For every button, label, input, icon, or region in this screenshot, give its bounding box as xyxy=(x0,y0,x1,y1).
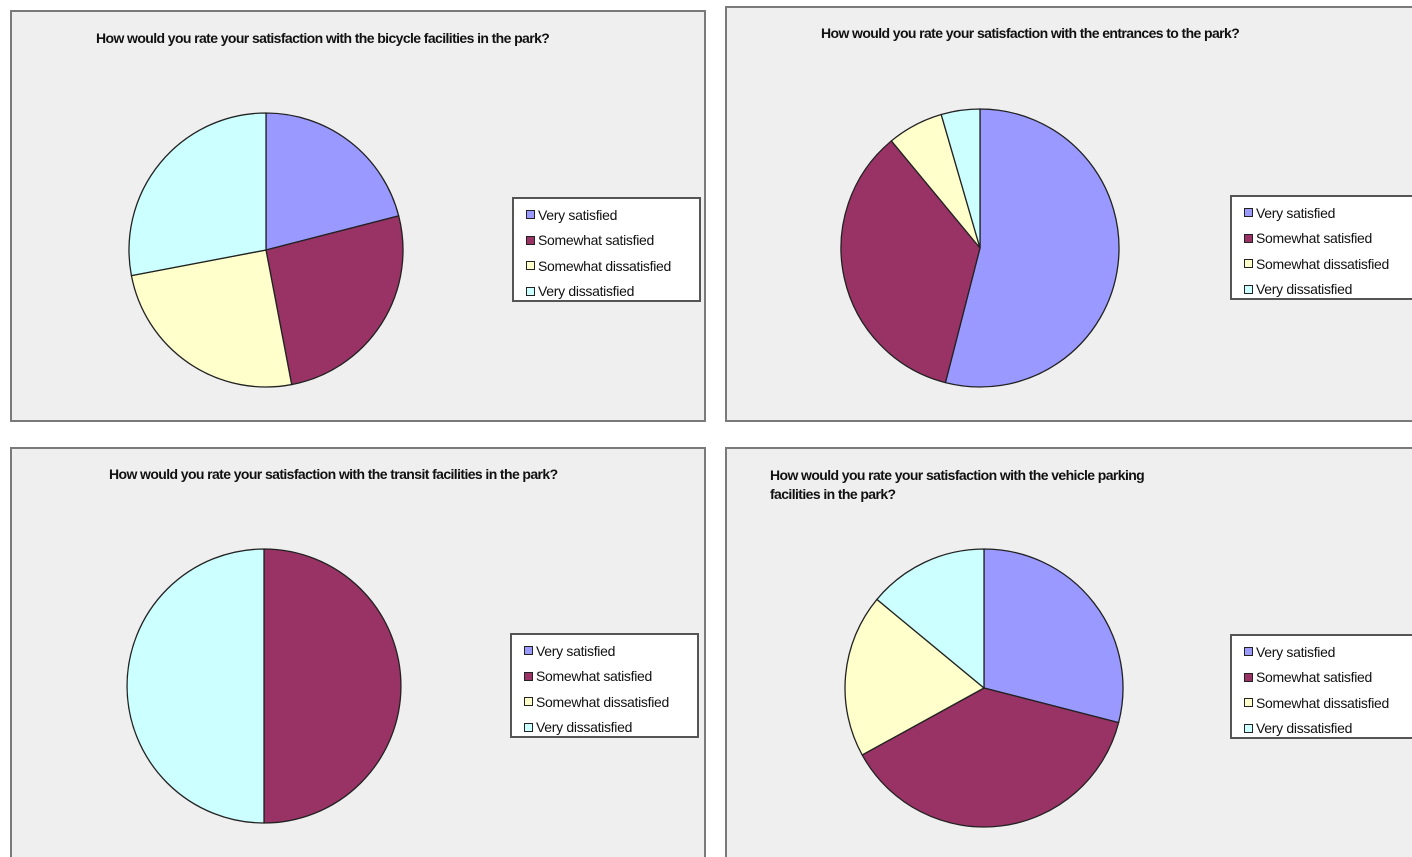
legend-item: Somewhat dissatisfied xyxy=(524,689,697,715)
legend-swatch-somewhat-dissatisfied xyxy=(524,697,533,707)
chart-legend: Very satisfied Somewhat satisfied Somewh… xyxy=(1230,195,1412,300)
legend-swatch-somewhat-satisfied xyxy=(526,235,535,245)
legend-swatch-very-dissatisfied xyxy=(1244,284,1253,294)
legend-item: Very dissatisfied xyxy=(524,715,697,741)
chart-legend: Very satisfied Somewhat satisfied Somewh… xyxy=(1230,634,1412,739)
legend-swatch-somewhat-satisfied xyxy=(1244,672,1253,682)
pie-chart-entrances xyxy=(840,108,1120,388)
chart-title: How would you rate your satisfaction wit… xyxy=(821,25,1240,41)
chart-title: How would you rate your satisfaction wit… xyxy=(770,467,1145,502)
legend-item: Somewhat satisfied xyxy=(1244,665,1412,691)
chart-panel-vehicle-parking: How would you rate your satisfaction wit… xyxy=(725,447,1412,857)
legend-item: Somewhat satisfied xyxy=(1244,226,1412,252)
legend-label: Somewhat satisfied xyxy=(538,232,654,249)
legend-swatch-somewhat-dissatisfied xyxy=(1244,698,1253,708)
legend-swatch-very-dissatisfied xyxy=(1244,723,1253,733)
pie-slice-somewhat-satisfied xyxy=(840,140,981,384)
pie-slice-very-satisfied xyxy=(944,108,1120,388)
pie-slice-somewhat-dissatisfied xyxy=(130,249,293,388)
legend-label: Very dissatisfied xyxy=(536,719,633,736)
legend-label: Very dissatisfied xyxy=(1256,720,1353,737)
chart-legend: Very satisfied Somewhat satisfied Somewh… xyxy=(512,197,701,302)
legend-label: Very satisfied xyxy=(536,642,616,659)
chart-legend: Very satisfied Somewhat satisfied Somewh… xyxy=(510,633,699,738)
pie-slice-very-dissatisfied xyxy=(128,112,267,277)
legend-item: Very satisfied xyxy=(1244,200,1412,226)
legend-label: Somewhat dissatisfied xyxy=(1256,255,1389,272)
legend-item: Very satisfied xyxy=(526,202,699,228)
legend-label: Very dissatisfied xyxy=(1256,281,1353,298)
legend-label: Somewhat dissatisfied xyxy=(1256,694,1389,711)
legend-item: Somewhat satisfied xyxy=(526,228,699,254)
legend-item: Somewhat dissatisfied xyxy=(1244,690,1412,716)
legend-label: Somewhat dissatisfied xyxy=(538,257,671,274)
pie-slice-somewhat-satisfied xyxy=(265,215,404,386)
legend-label: Very satisfied xyxy=(538,206,618,223)
pie-slice-very-dissatisfied xyxy=(876,548,985,689)
pie-slice-very-dissatisfied xyxy=(126,548,265,824)
legend-item: Very dissatisfied xyxy=(1244,277,1412,303)
chart-panel-entrances: How would you rate your satisfaction wit… xyxy=(725,6,1412,422)
legend-swatch-very-dissatisfied xyxy=(526,286,535,296)
legend-swatch-very-satisfied xyxy=(524,646,533,656)
pie-slice-somewhat-satisfied xyxy=(861,687,1120,828)
pie-chart-bicycle xyxy=(128,112,404,388)
legend-label: Very satisfied xyxy=(1256,643,1336,660)
chart-panel-bicycle: How would you rate your satisfaction wit… xyxy=(10,10,706,422)
pie-slice-very-dissatisfied xyxy=(940,108,981,249)
legend-item: Very satisfied xyxy=(1244,639,1412,665)
legend-item: Very satisfied xyxy=(524,638,697,664)
legend-swatch-very-dissatisfied xyxy=(524,722,533,732)
legend-item: Very dissatisfied xyxy=(526,279,699,305)
legend-item: Very dissatisfied xyxy=(1244,716,1412,742)
pie-slice-very-satisfied xyxy=(983,548,1124,724)
legend-label: Very satisfied xyxy=(1256,204,1336,221)
chart-title: How would you rate your satisfaction wit… xyxy=(109,466,558,482)
chart-title: How would you rate your satisfaction wit… xyxy=(96,30,550,46)
pie-chart-transit xyxy=(126,548,402,824)
legend-label: Very dissatisfied xyxy=(538,283,635,300)
legend-swatch-very-satisfied xyxy=(1244,647,1253,657)
pie-chart-vehicle-parking xyxy=(844,548,1124,828)
legend-swatch-somewhat-dissatisfied xyxy=(526,261,535,271)
legend-label: Somewhat satisfied xyxy=(1256,669,1372,686)
legend-swatch-somewhat-satisfied xyxy=(524,671,533,681)
legend-label: Somewhat satisfied xyxy=(1256,230,1372,247)
legend-swatch-very-satisfied xyxy=(1244,208,1253,218)
legend-swatch-very-satisfied xyxy=(526,210,535,220)
chart-panel-transit: How would you rate your satisfaction wit… xyxy=(10,447,706,857)
legend-item: Somewhat dissatisfied xyxy=(526,253,699,279)
legend-label: Somewhat satisfied xyxy=(536,668,652,685)
legend-label: Somewhat dissatisfied xyxy=(536,693,669,710)
pie-slice-very-satisfied xyxy=(265,112,400,251)
legend-swatch-somewhat-dissatisfied xyxy=(1244,259,1253,269)
legend-item: Somewhat dissatisfied xyxy=(1244,251,1412,277)
legend-swatch-somewhat-satisfied xyxy=(1244,233,1253,243)
pie-slice-somewhat-dissatisfied xyxy=(844,598,985,756)
pie-slice-somewhat-satisfied xyxy=(263,548,402,824)
legend-item: Somewhat satisfied xyxy=(524,664,697,690)
